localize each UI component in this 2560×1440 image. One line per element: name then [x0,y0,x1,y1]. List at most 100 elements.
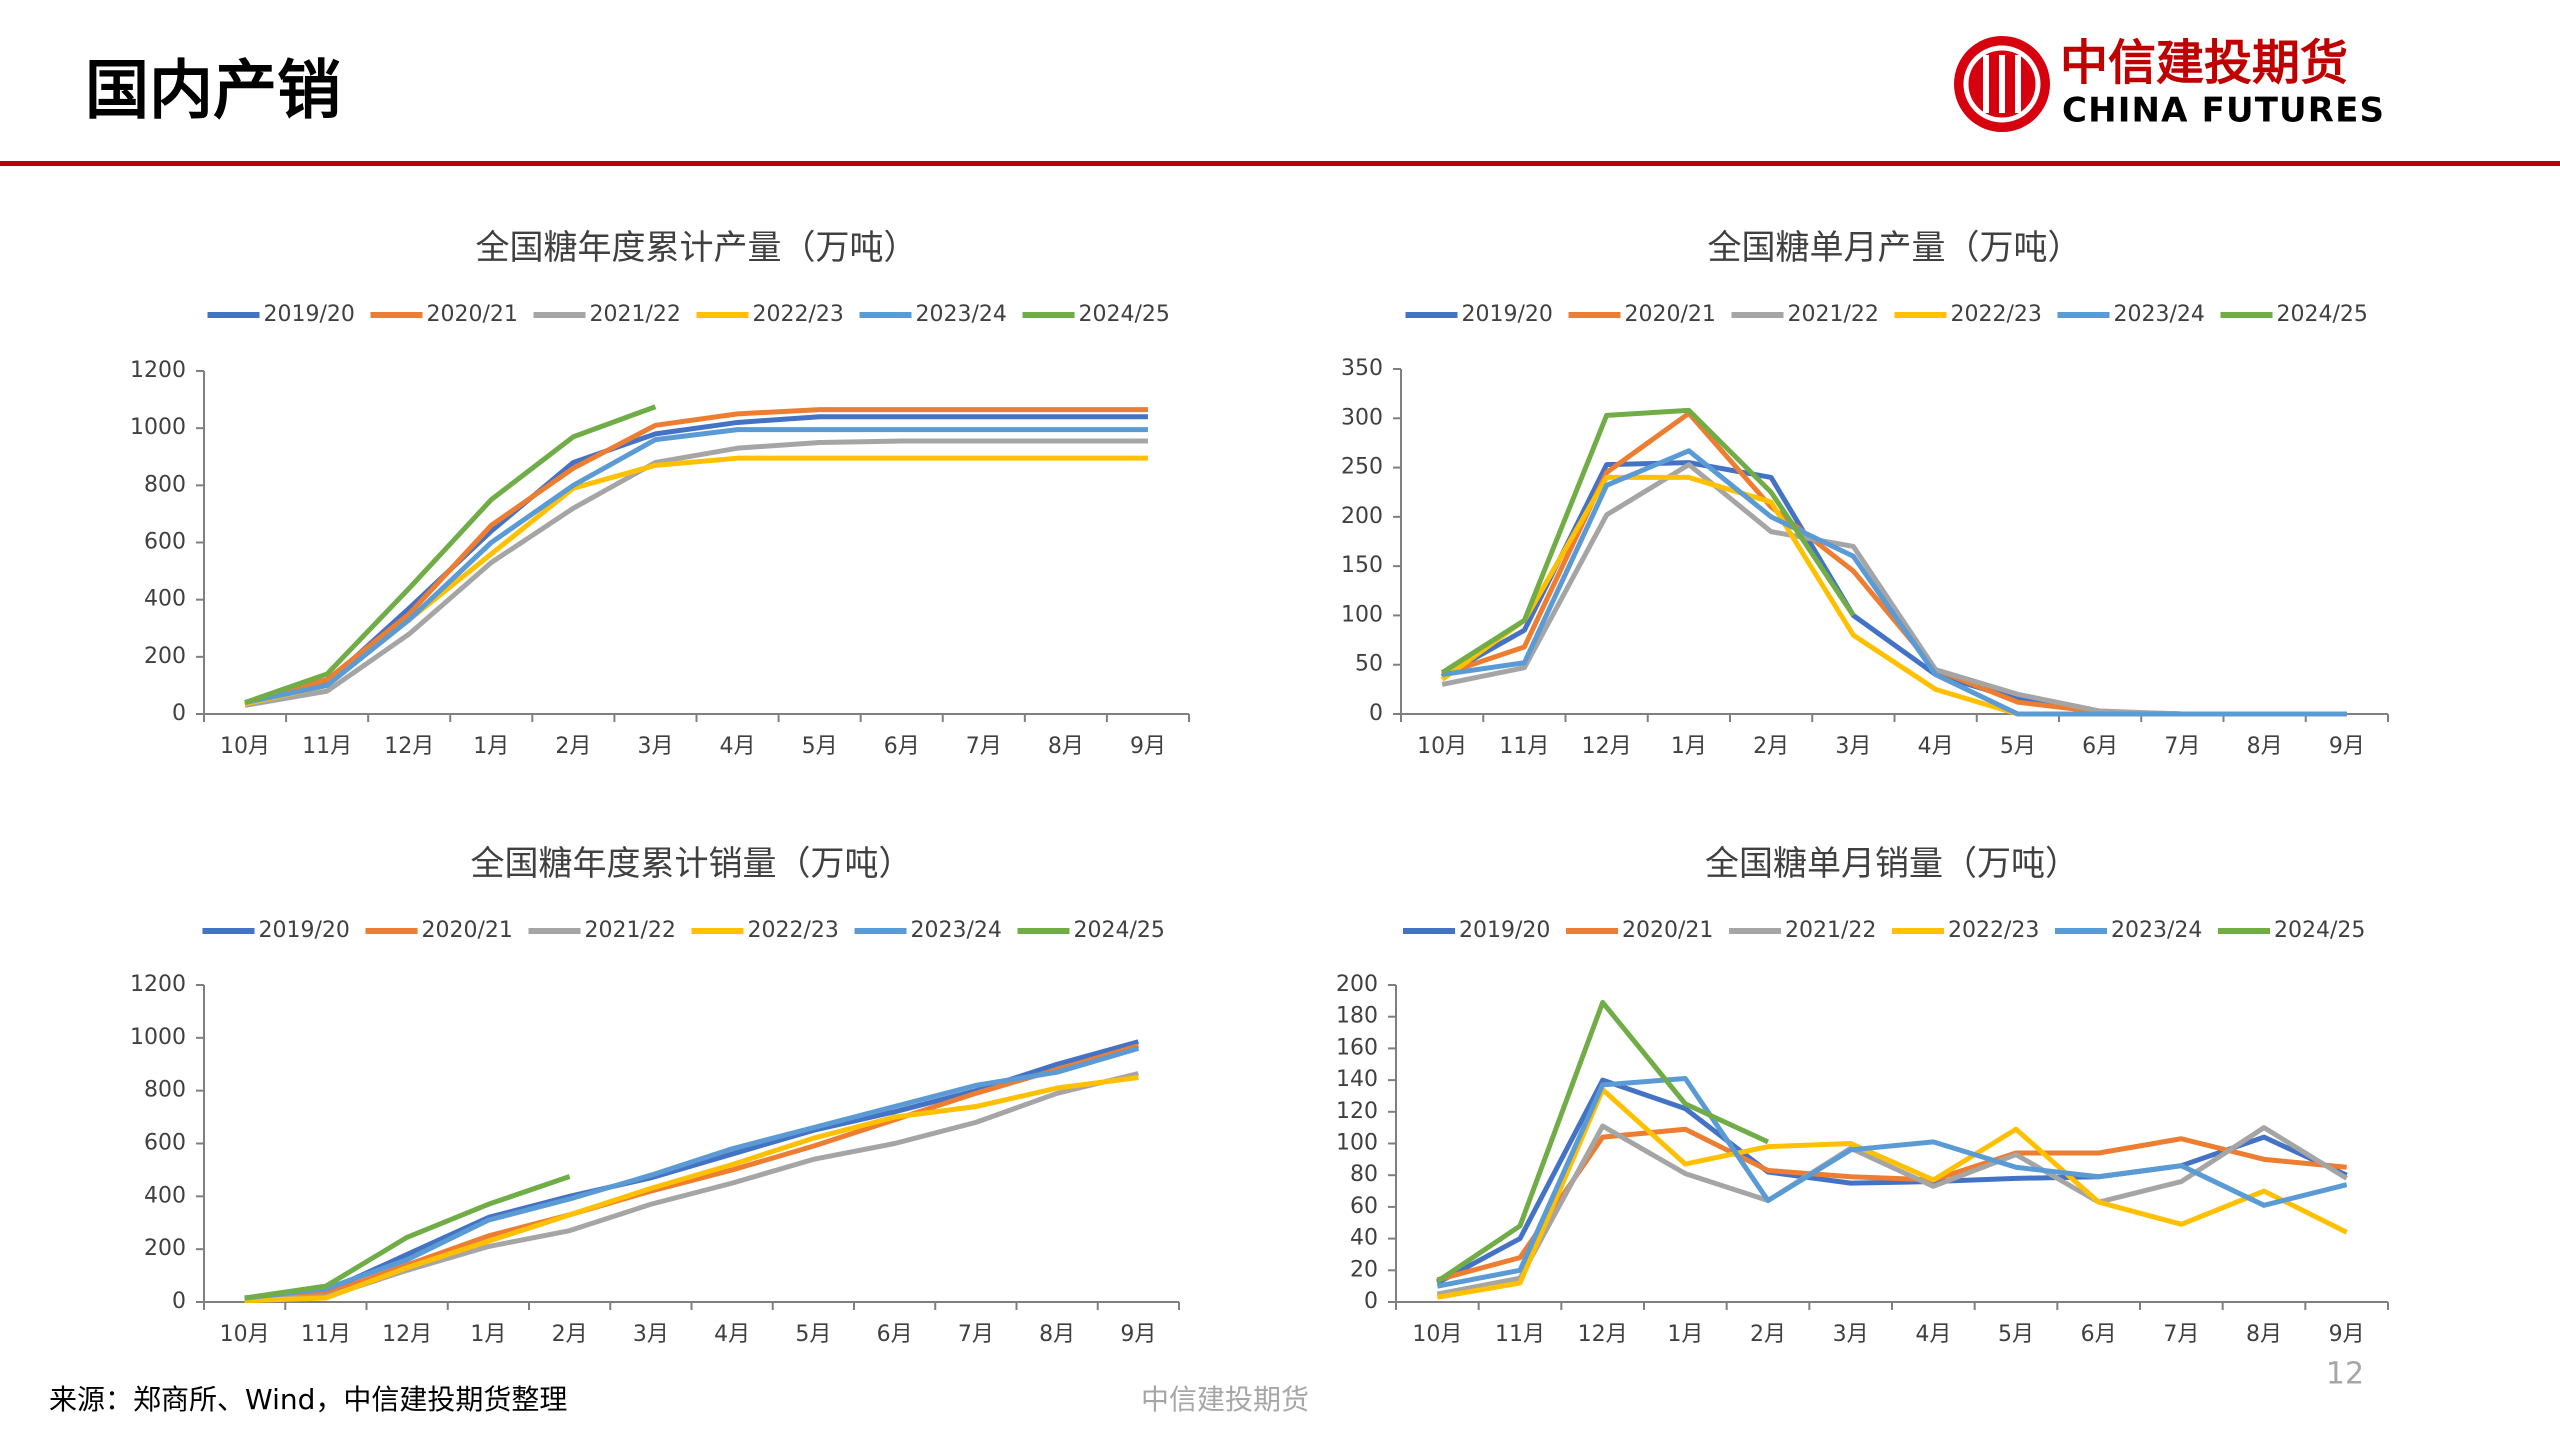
y-tick-label: 200 [1336,972,1378,997]
x-tick-label: 2月 [1753,734,1789,759]
y-tick-label: 50 [1355,652,1383,677]
legend-label: 2019/20 [1462,302,1553,327]
x-tick-label: 8月 [1039,1322,1075,1347]
logo: 中信建投期货 CHINA FUTURES [1954,35,2384,132]
x-tick-label: 12月 [382,1322,432,1347]
x-tick-label: 6月 [2082,734,2118,759]
chart: 全国糖单月产量（万吨） 2019/20 2020/21 2021/22 2022/23 2… [1341,228,2389,759]
x-tick-label: 10月 [220,1322,270,1347]
x-tick-label: 3月 [1835,734,1871,759]
x-tick-label: 12月 [1582,734,1632,759]
legend-label: 2020/21 [1622,918,1713,943]
y-tick-label: 0 [1369,701,1383,726]
logo-en: CHINA FUTURES [2062,91,2384,131]
x-tick-label: 5月 [802,734,838,759]
y-tick-label: 100 [1341,602,1383,627]
series-line [244,414,1148,707]
x-tick-label: 10月 [220,734,270,759]
series-line [1436,1077,2348,1286]
chart-title: 全国糖年度累计产量（万吨） [476,228,918,268]
page-title: 国内产销 [85,55,341,129]
x-tick-label: 10月 [1412,1322,1462,1347]
legend-label: 2024/25 [2277,302,2368,327]
y-tick-label: 120 [1336,1099,1378,1124]
chart-title: 全国糖单月产量（万吨） [1708,228,2082,268]
x-tick-label: 1月 [1671,734,1707,759]
legend-label: 2022/23 [748,918,839,943]
series-line [244,404,657,705]
y-tick-label: 20 [1350,1257,1378,1282]
series-line [244,1043,1140,1301]
x-tick-label: 1月 [473,734,509,759]
x-tick-label: 12月 [384,734,434,759]
legend-label: 2021/22 [585,918,676,943]
y-tick-label: 0 [172,701,186,726]
y-tick-label: 1200 [130,358,186,383]
page-number: 12 [2326,1357,2364,1392]
y-tick-label: 140 [1336,1067,1378,1092]
y-tick-label: 200 [1341,504,1383,529]
x-tick-label: 6月 [877,1322,913,1347]
logo-cn: 中信建投期货 [2060,35,2348,91]
series-line [1440,460,2347,717]
series-line [244,407,1148,705]
legend-label: 2019/20 [264,302,355,327]
y-tick-label: 0 [172,1289,186,1314]
legend-label: 2022/23 [1948,918,2039,943]
x-tick-label: 11月 [302,734,352,759]
y-tick-label: 400 [144,587,186,612]
legend-label: 2021/22 [1785,918,1876,943]
x-tick-label: 8月 [2246,1322,2282,1347]
y-tick-label: 350 [1341,356,1383,381]
y-tick-label: 400 [144,1183,186,1208]
y-tick-label: 40 [1350,1226,1378,1251]
legend-label: 2023/24 [2111,918,2202,943]
x-tick-label: 6月 [2081,1322,2117,1347]
x-tick-label: 3月 [637,734,673,759]
y-tick-label: 1200 [130,972,186,997]
y-tick-label: 1000 [130,1025,186,1050]
series-line [244,455,1148,707]
series-line [244,427,1148,706]
y-tick-label: 180 [1336,1004,1378,1029]
legend-label: 2020/21 [422,918,513,943]
footer: 中信建投期货 [1141,1383,1309,1416]
legend-label: 2019/20 [1459,918,1550,943]
x-tick-label: 4月 [1915,1322,1951,1347]
series-line [1440,474,2347,717]
x-tick-label: 1月 [470,1322,506,1347]
x-tick-label: 11月 [1499,734,1549,759]
y-tick-label: 800 [144,472,186,497]
y-tick-label: 60 [1350,1194,1378,1219]
y-tick-label: 160 [1336,1035,1378,1060]
legend-label: 2024/25 [2274,918,2365,943]
chart-title: 全国糖年度累计销量（万吨） [471,844,913,884]
legend-label: 2019/20 [259,918,350,943]
legend-label: 2022/23 [1951,302,2042,327]
series-line [1441,448,2347,717]
x-tick-label: 9月 [1130,734,1166,759]
series-line [1441,462,2347,717]
x-tick-label: 5月 [795,1322,831,1347]
series-line [244,1174,571,1301]
legend-label: 2021/22 [590,302,681,327]
x-tick-label: 2月 [552,1322,588,1347]
legend-label: 2020/21 [427,302,518,327]
x-tick-label: 5月 [2000,734,2036,759]
x-tick-label: 8月 [2247,734,2283,759]
source-note: 来源：郑商所、Wind，中信建投期货整理 [49,1383,567,1416]
y-tick-label: 0 [1364,1289,1378,1314]
x-tick-label: 2月 [1750,1322,1786,1347]
y-tick-label: 150 [1341,553,1383,578]
x-tick-label: 3月 [633,1322,669,1347]
x-tick-label: 9月 [2329,1322,2365,1347]
series-line [244,1074,1139,1304]
y-tick-label: 1000 [130,415,186,440]
x-tick-label: 5月 [1998,1322,2034,1347]
x-tick-label: 6月 [884,734,920,759]
chart: 全国糖年度累计销量（万吨） 2019/20 2020/21 2021/22 2022/2… [130,844,1180,1347]
x-tick-label: 11月 [1495,1322,1545,1347]
y-tick-label: 80 [1350,1162,1378,1187]
chart: 全国糖年度累计产量（万吨） 2019/20 2020/21 2021/22 2022/2… [130,228,1190,759]
